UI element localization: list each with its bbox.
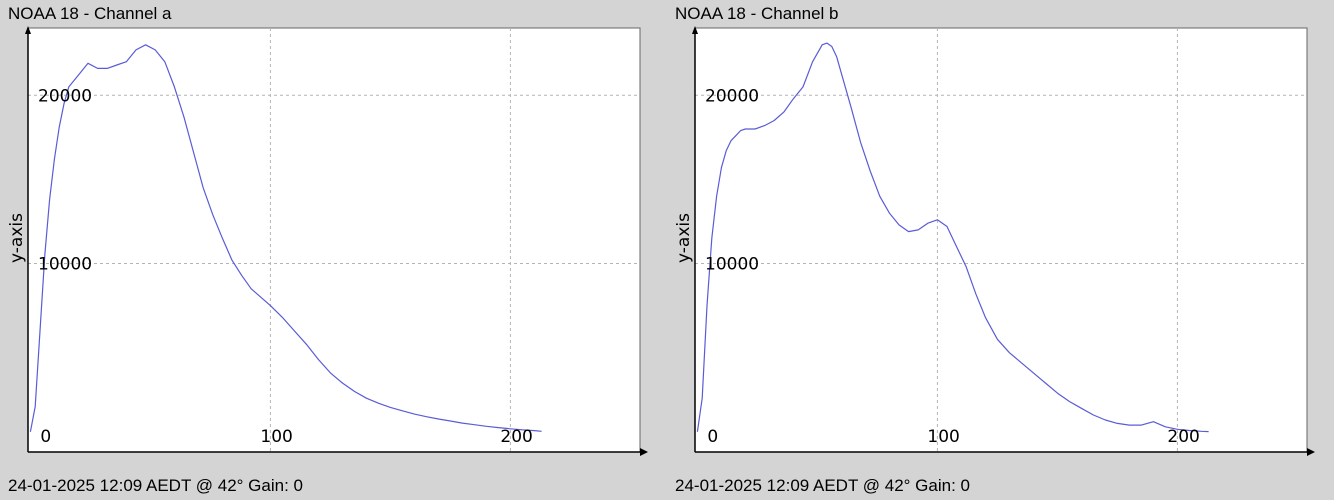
data-line bbox=[29, 44, 542, 432]
y-tick-label: 20000 bbox=[705, 86, 759, 106]
x-tick-label: 0 bbox=[40, 427, 51, 447]
y-axis-label: y-axis bbox=[7, 213, 27, 263]
status-footer: 24-01-2025 12:09 AEDT @ 42° Gain: 0 bbox=[8, 476, 303, 495]
y-tick-label: 10000 bbox=[38, 255, 92, 275]
chart-title: NOAA 18 - Channel b bbox=[675, 4, 839, 23]
y-tick-label: 20000 bbox=[38, 86, 92, 106]
y-tick-label: 10000 bbox=[705, 255, 759, 275]
chart-panel-channel-a: NOAA 18 - Channel a 0 100 200 10000 20000 y-a… bbox=[7, 4, 648, 495]
chart-canvas: 0 100 200 10000 20000 y-axis bbox=[674, 26, 1315, 456]
plot-area bbox=[27, 27, 641, 453]
x-axis-arrow-icon bbox=[1307, 448, 1315, 456]
chart-title: NOAA 18 - Channel a bbox=[8, 4, 172, 23]
y-axis-label: y-axis bbox=[674, 213, 694, 263]
status-footer: 24-01-2025 12:09 AEDT @ 42° Gain: 0 bbox=[675, 476, 970, 495]
x-tick-label: 100 bbox=[260, 427, 292, 447]
chart-canvas: 0 100 200 10000 20000 y-axis bbox=[7, 26, 648, 456]
plot-area bbox=[694, 27, 1308, 453]
x-tick-label: 200 bbox=[500, 427, 532, 447]
x-tick-label: 100 bbox=[927, 427, 959, 447]
x-tick-label: 200 bbox=[1167, 427, 1199, 447]
chart-panel-channel-b: NOAA 18 - Channel b 0 100 200 10000 20000 y-a… bbox=[667, 0, 1334, 500]
x-axis-arrow-icon bbox=[640, 448, 648, 456]
x-tick-label: 0 bbox=[707, 427, 718, 447]
y-axis-arrow-icon bbox=[692, 26, 698, 34]
data-line bbox=[696, 42, 1209, 433]
y-axis-arrow-icon bbox=[25, 26, 31, 34]
